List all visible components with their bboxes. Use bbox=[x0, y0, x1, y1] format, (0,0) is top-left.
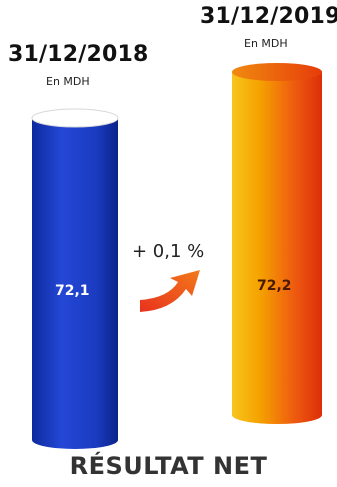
unit-2019-label: En MDH bbox=[244, 37, 288, 50]
change-percentage-label: + 0,1 % bbox=[132, 241, 205, 262]
value-label-2019: 72,2 bbox=[257, 278, 292, 294]
date-2019-label: 31/12/2019 bbox=[200, 4, 337, 29]
bar-2018-top bbox=[31, 108, 119, 128]
date-2018-label: 31/12/2018 bbox=[8, 42, 149, 67]
chart-title: RÉSULTAT NET bbox=[69, 452, 268, 480]
bar-2019-top bbox=[232, 63, 322, 81]
value-label-2018: 72,1 bbox=[55, 283, 90, 299]
bar-2019 bbox=[232, 72, 322, 424]
unit-2018-label: En MDH bbox=[46, 75, 90, 88]
growth-arrow-icon bbox=[140, 270, 200, 312]
bar-2018 bbox=[32, 118, 118, 449]
